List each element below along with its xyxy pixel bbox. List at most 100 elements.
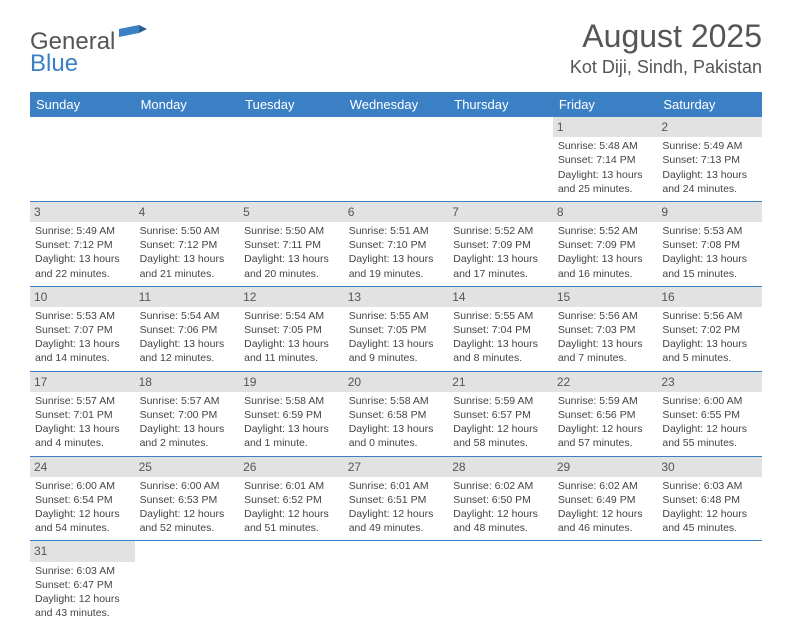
calendar-cell: 13Sunrise: 5:55 AMSunset: 7:05 PMDayligh… [344,286,449,371]
sunset-text: Sunset: 7:02 PM [662,323,757,337]
daylight-text: Daylight: 12 hours and 48 minutes. [453,507,548,535]
sunset-text: Sunset: 6:47 PM [35,578,130,592]
calendar-cell: 2Sunrise: 5:49 AMSunset: 7:13 PMDaylight… [657,117,762,201]
calendar-cell: 28Sunrise: 6:02 AMSunset: 6:50 PMDayligh… [448,456,553,541]
daylight-text: Daylight: 13 hours and 0 minutes. [349,422,444,450]
calendar-cell: 9Sunrise: 5:53 AMSunset: 7:08 PMDaylight… [657,201,762,286]
sunset-text: Sunset: 7:08 PM [662,238,757,252]
calendar-row: 3Sunrise: 5:49 AMSunset: 7:12 PMDaylight… [30,201,762,286]
day-header: Monday [135,92,240,117]
sunset-text: Sunset: 7:00 PM [140,408,235,422]
daylight-text: Daylight: 13 hours and 4 minutes. [35,422,130,450]
sunset-text: Sunset: 6:59 PM [244,408,339,422]
day-number: 20 [344,372,449,392]
sunrise-text: Sunrise: 6:00 AM [662,394,757,408]
calendar-cell: 25Sunrise: 6:00 AMSunset: 6:53 PMDayligh… [135,456,240,541]
sunset-text: Sunset: 7:01 PM [35,408,130,422]
sunrise-text: Sunrise: 6:03 AM [35,564,130,578]
calendar-cell: 4Sunrise: 5:50 AMSunset: 7:12 PMDaylight… [135,201,240,286]
day-header: Wednesday [344,92,449,117]
sunset-text: Sunset: 7:06 PM [140,323,235,337]
calendar-row: 10Sunrise: 5:53 AMSunset: 7:07 PMDayligh… [30,286,762,371]
calendar-cell: 3Sunrise: 5:49 AMSunset: 7:12 PMDaylight… [30,201,135,286]
sunrise-text: Sunrise: 6:02 AM [558,479,653,493]
sunrise-text: Sunrise: 5:50 AM [244,224,339,238]
calendar-row: 24Sunrise: 6:00 AMSunset: 6:54 PMDayligh… [30,456,762,541]
calendar-cell [657,541,762,625]
sunrise-text: Sunrise: 5:54 AM [244,309,339,323]
day-header-row: SundayMondayTuesdayWednesdayThursdayFrid… [30,92,762,117]
daylight-text: Daylight: 12 hours and 57 minutes. [558,422,653,450]
daylight-text: Daylight: 13 hours and 14 minutes. [35,337,130,365]
sunrise-text: Sunrise: 6:03 AM [662,479,757,493]
daylight-text: Daylight: 13 hours and 22 minutes. [35,252,130,280]
day-number: 23 [657,372,762,392]
daylight-text: Daylight: 12 hours and 54 minutes. [35,507,130,535]
calendar-cell: 22 Sunrise: 5:59 AMSunset: 6:56 PMDayligh… [553,371,658,456]
flag-icon [119,20,147,48]
sunset-text: Sunset: 6:58 PM [349,408,444,422]
sunrise-text: Sunrise: 6:02 AM [453,479,548,493]
calendar-cell: 30Sunrise: 6:03 AMSunset: 6:48 PMDayligh… [657,456,762,541]
day-number: 15 [553,287,658,307]
sunrise-text: Sunrise: 5:59 AM [558,394,653,408]
sunrise-text: Sunrise: 6:00 AM [140,479,235,493]
sunrise-text: Sunrise: 5:56 AM [662,309,757,323]
sunset-text: Sunset: 6:57 PM [453,408,548,422]
calendar-cell: 26Sunrise: 6:01 AMSunset: 6:52 PMDayligh… [239,456,344,541]
daylight-text: Daylight: 13 hours and 2 minutes. [140,422,235,450]
sunset-text: Sunset: 6:56 PM [558,408,653,422]
sunset-text: Sunset: 6:54 PM [35,493,130,507]
calendar-cell: 24Sunrise: 6:00 AMSunset: 6:54 PMDayligh… [30,456,135,541]
daylight-text: Daylight: 13 hours and 9 minutes. [349,337,444,365]
calendar-cell: 16Sunrise: 5:56 AMSunset: 7:02 PMDayligh… [657,286,762,371]
calendar-cell [553,541,658,625]
sunset-text: Sunset: 6:55 PM [662,408,757,422]
logo-text-blue: Blue [30,50,78,78]
calendar-cell [448,541,553,625]
calendar-cell: 27Sunrise: 6:01 AMSunset: 6:51 PMDayligh… [344,456,449,541]
day-number: 28 [448,457,553,477]
daylight-text: Daylight: 13 hours and 12 minutes. [140,337,235,365]
calendar-cell [344,541,449,625]
sunset-text: Sunset: 7:09 PM [558,238,653,252]
calendar-row: 31Sunrise: 6:03 AMSunset: 6:47 PMDayligh… [30,541,762,625]
day-number: 8 [553,202,658,222]
day-number: 12 [239,287,344,307]
sunset-text: Sunset: 7:09 PM [453,238,548,252]
sunrise-text: Sunrise: 5:53 AM [35,309,130,323]
daylight-text: Daylight: 13 hours and 25 minutes. [558,168,653,196]
calendar-cell [448,117,553,201]
calendar-cell [239,117,344,201]
day-number: 19 [239,372,344,392]
day-number: 6 [344,202,449,222]
sunrise-text: Sunrise: 5:57 AM [35,394,130,408]
sunset-text: Sunset: 7:12 PM [35,238,130,252]
daylight-text: Daylight: 13 hours and 8 minutes. [453,337,548,365]
sunset-text: Sunset: 7:14 PM [558,153,653,167]
sunrise-text: Sunrise: 5:58 AM [244,394,339,408]
calendar-cell: 8Sunrise: 5:52 AMSunset: 7:09 PMDaylight… [553,201,658,286]
day-number: 22 [553,372,658,392]
sunrise-text: Sunrise: 6:00 AM [35,479,130,493]
sunrise-text: Sunrise: 5:57 AM [140,394,235,408]
daylight-text: Daylight: 13 hours and 20 minutes. [244,252,339,280]
sunrise-text: Sunrise: 5:55 AM [453,309,548,323]
sunrise-text: Sunrise: 5:52 AM [558,224,653,238]
sunset-text: Sunset: 7:04 PM [453,323,548,337]
sunset-text: Sunset: 7:03 PM [558,323,653,337]
sunrise-text: Sunrise: 6:01 AM [244,479,339,493]
calendar-cell: 6Sunrise: 5:51 AMSunset: 7:10 PMDaylight… [344,201,449,286]
sunrise-text: Sunrise: 5:58 AM [349,394,444,408]
title-block: August 2025 Kot Diji, Sindh, Pakistan [570,18,762,78]
day-header: Sunday [30,92,135,117]
day-number: 1 [553,117,658,137]
daylight-text: Daylight: 12 hours and 49 minutes. [349,507,444,535]
calendar-cell: 29Sunrise: 6:02 AMSunset: 6:49 PMDayligh… [553,456,658,541]
sunrise-text: Sunrise: 5:50 AM [140,224,235,238]
calendar-table: SundayMondayTuesdayWednesdayThursdayFrid… [30,92,762,625]
sunrise-text: Sunrise: 5:48 AM [558,139,653,153]
day-number: 30 [657,457,762,477]
daylight-text: Daylight: 13 hours and 7 minutes. [558,337,653,365]
calendar-cell: 18Sunrise: 5:57 AMSunset: 7:00 PMDayligh… [135,371,240,456]
